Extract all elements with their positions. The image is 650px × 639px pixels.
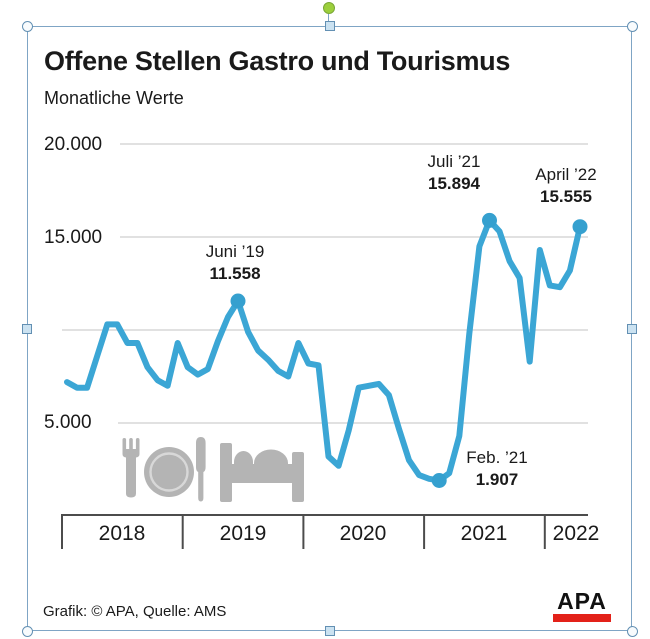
x-axis-label-2018: 2018 [98,522,146,545]
source-credit: Grafik: © APA, Quelle: AMS [43,603,227,620]
x-axis-label-2022: 2022 [552,522,600,545]
x-axis-label-2021: 2021 [460,522,508,545]
sector-icons [122,437,304,502]
x-axis-label-2019: 2019 [219,522,267,545]
resize-handle-bottom-right[interactable] [626,625,638,637]
annotation-april-22: April ’22 15.555 [500,164,632,208]
annotation-label: Feb. ’21 [466,448,528,467]
data-point-marker [482,212,497,228]
annotation-label: April ’22 [535,165,597,184]
data-point-marker [431,473,447,488]
x-axis-label-2020: 2020 [339,522,387,545]
annotation-value: 1.907 [475,470,519,489]
annotation-value: 15.555 [540,187,592,206]
image-selection-border [27,26,632,631]
chart-title: Offene Stellen Gastro und Tourismus [44,46,511,76]
resize-handle-bottom-middle[interactable] [324,626,335,636]
annotation-label: Juli ’21 [427,152,481,171]
resize-handle-top-left[interactable] [21,20,33,32]
bed-icon [220,443,304,502]
annotation-value: 11.558 [209,264,261,283]
data-point-marker [572,219,588,235]
annotation-label: Juni ’19 [205,242,265,261]
rotation-handle-stem [328,14,329,26]
annotation-juli-21: Juli ’21 15.894 [388,151,520,195]
y-axis-label-20000: 20.000 [44,134,103,155]
resize-handle-middle-right[interactable] [627,323,637,334]
resize-handle-top-middle[interactable] [324,21,335,31]
data-point-marker [230,293,246,309]
resize-handle-middle-left[interactable] [22,323,32,334]
apa-logo-red-bar [553,614,611,622]
resize-handle-top-right[interactable] [626,20,638,32]
annotation-value: 15.894 [428,174,480,193]
y-axis-label-15000: 15.000 [44,227,103,248]
y-axis-label-5000: 5.000 [44,412,92,433]
annotation-feb-21: Feb. ’21 1.907 [431,447,563,491]
restaurant-icon [122,437,206,502]
x-axis [61,514,588,549]
rotation-handle[interactable] [323,2,335,14]
chart-subtitle: Monatliche Werte [44,88,184,108]
highlight-markers [230,212,588,488]
resize-handle-bottom-left[interactable] [21,625,33,637]
apa-logo-text: APA [557,588,607,614]
annotation-juni-19: Juni ’19 11.558 [169,241,301,285]
apa-logo: APA [553,590,611,622]
